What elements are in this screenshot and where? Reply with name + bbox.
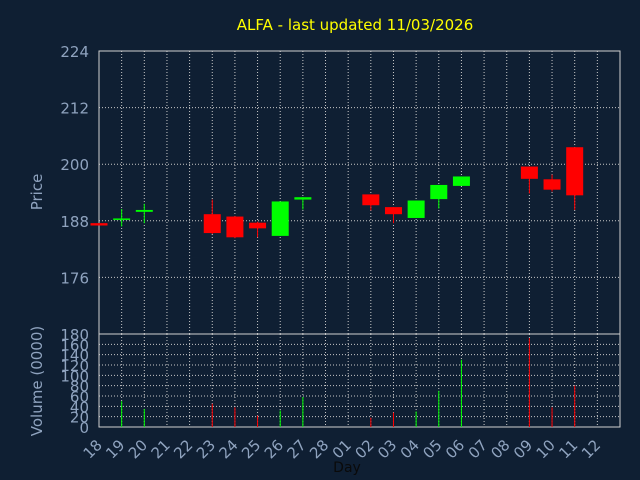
- candle-body: [203, 214, 221, 234]
- candle-body: [135, 209, 153, 212]
- candles: [90, 147, 584, 239]
- volume-tick-label: 0: [79, 419, 89, 437]
- volume-tick-label: 40: [70, 398, 89, 416]
- price-tick-label: 176: [60, 269, 89, 287]
- candle-body: [543, 179, 561, 190]
- candle-body: [226, 216, 244, 238]
- volume-tick-label: 100: [60, 367, 89, 385]
- price-tick-label: 224: [60, 43, 89, 61]
- volume-tick-label: 180: [60, 326, 89, 344]
- volume-bars: [121, 338, 576, 427]
- candle-body: [362, 194, 380, 206]
- candle-body: [407, 200, 425, 218]
- volume-axis-label: Volume (0000): [28, 326, 46, 436]
- candle-body: [430, 184, 448, 200]
- volume-tick-label: 120: [60, 357, 89, 375]
- volume-tick-label: 140: [60, 347, 89, 365]
- price-panel: 176 188 200 212 224 Price: [28, 43, 621, 335]
- candle-body: [294, 197, 312, 200]
- volume-frame: [98, 333, 621, 428]
- price-tick-label: 212: [60, 100, 89, 118]
- price-tick-label: 188: [60, 213, 89, 231]
- candle-body: [113, 218, 131, 220]
- price-axis-label: Price: [28, 174, 46, 211]
- candle-body: [90, 223, 108, 226]
- price-tick-labels: 176 188 200 212 224: [60, 43, 89, 287]
- volume-tick-label: 80: [70, 378, 89, 396]
- candle-body: [271, 201, 289, 236]
- candle-body: [520, 166, 538, 179]
- candle-body: [249, 222, 267, 229]
- candle-body: [566, 147, 584, 196]
- candle-body: [452, 176, 470, 186]
- volume-tick-label: 20: [70, 409, 89, 427]
- price-tick-label: 200: [60, 156, 89, 174]
- candle-body: [384, 207, 402, 215]
- x-tick-labels: 1819202122232425262728010203040506070809…: [80, 436, 605, 462]
- chart-title: ALFA - last updated 11/03/2026: [237, 16, 474, 34]
- volume-tick-label: 60: [70, 388, 89, 406]
- x-axis-label: Day: [333, 460, 361, 476]
- volume-tick-label: 160: [60, 336, 89, 354]
